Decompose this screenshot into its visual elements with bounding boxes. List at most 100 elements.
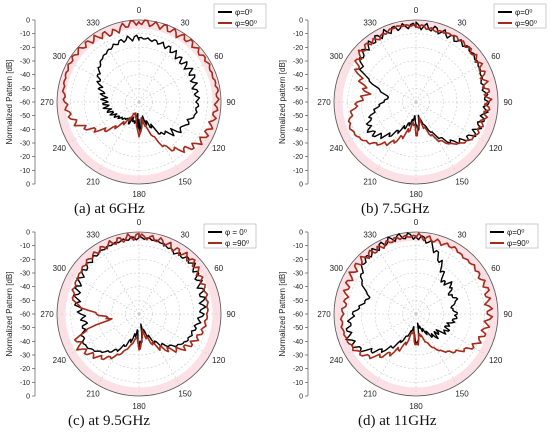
grid-spoke [415, 313, 488, 356]
legend-box [203, 223, 257, 249]
grid-spoke [415, 242, 458, 315]
radial-tick-label: -40 [293, 339, 303, 346]
angle-label: 240 [53, 356, 67, 365]
angle-label: 330 [363, 18, 377, 27]
grid-spoke [138, 101, 211, 144]
radial-tick-label: 0 [299, 230, 303, 237]
radial-tick-label: -40 [293, 127, 303, 134]
angle-label: 60 [491, 264, 500, 273]
radial-tick-label: -10 [20, 168, 30, 175]
angle-label: 240 [330, 356, 344, 365]
radial-tick-label: -50 [293, 86, 303, 93]
radial-tick-label: -20 [20, 45, 30, 52]
radial-tick-label: -50 [20, 298, 30, 305]
radial-tick-label: -40 [20, 339, 30, 346]
angle-label: 300 [53, 52, 67, 61]
grid-spoke [415, 101, 488, 144]
angle-label: 270 [40, 98, 54, 107]
grid-ring [84, 47, 194, 157]
grid-ring [388, 286, 444, 342]
grid-spoke [97, 242, 140, 315]
legend: φ=0⁰ φ=90⁰ [493, 3, 547, 29]
radial-tick-label: -40 [293, 284, 303, 291]
angle-label: 300 [53, 264, 67, 273]
radial-tick-label: -20 [293, 154, 303, 161]
grid-spoke [374, 30, 417, 103]
legend-label: φ=90⁰ [235, 19, 257, 28]
grid-ring [361, 47, 471, 157]
series-line-phi0 [345, 232, 459, 354]
series-line-phi0 [358, 21, 490, 145]
polar-chart-1: 0 30 60 90 120 150 180 210 240 270 300 330 0 -10 -20 -3… [278, 3, 547, 199]
radial-axis-title: Normalized Pattern [dB] [5, 272, 14, 357]
grid-ring [111, 286, 167, 342]
angle-label: 330 [363, 230, 377, 239]
radial-tick-label: -30 [20, 353, 30, 360]
caption-a: (a) at 6GHz [74, 201, 145, 217]
angle-label: 180 [132, 190, 146, 199]
angle-label: 330 [86, 230, 100, 239]
radial-tick-label: -40 [293, 72, 303, 79]
grid-spoke [374, 101, 417, 174]
radial-tick-label: -10 [293, 168, 303, 175]
legend-label: φ=0⁰ [515, 8, 533, 17]
grid-spoke [344, 313, 417, 356]
series-line-phi90 [347, 23, 493, 147]
grid-ring [84, 259, 194, 369]
angle-label: 30 [181, 230, 190, 239]
polar-chart-3: 0 30 60 90 120 150 180 210 240 270 300 330 0 -10 -20 -3… [278, 218, 539, 411]
radial-tick-label: -10 [293, 380, 303, 387]
radial-axis-title: Normalized Pattern [dB] [278, 272, 287, 357]
grid-spoke [67, 60, 140, 103]
radial-axis-title: Normalized pattern [dB] [278, 60, 287, 144]
angle-label: 240 [330, 144, 344, 153]
radial-tick-label: -50 [293, 325, 303, 332]
angle-label: 120 [212, 144, 226, 153]
grid-spoke [138, 313, 211, 356]
radial-tick-label: -10 [20, 31, 30, 38]
radial-tick-label: -60 [293, 312, 303, 319]
angle-label: 210 [363, 390, 377, 399]
radial-tick-label: -30 [20, 59, 30, 66]
series-line-phi0 [96, 34, 201, 137]
grid-spoke [344, 272, 417, 315]
radial-tick-label: 0 [299, 394, 303, 401]
radial-tick-label: 0 [26, 230, 30, 237]
angle-label: 90 [227, 310, 236, 319]
angle-label: 60 [491, 52, 500, 61]
radial-tick-label: -50 [20, 86, 30, 93]
legend-label: φ=0⁰ [507, 228, 525, 237]
grid-spoke [138, 30, 181, 103]
caption-b: (b) 7.5GHz [361, 201, 430, 217]
angle-label: 0 [414, 6, 419, 15]
polar-chart-0: 0 30 60 90 120 150 180 210 240 270 300 330 0 -10 -20 -3… [5, 3, 267, 199]
polar-chart-2: 0 30 60 90 120 150 180 210 240 270 300 330 0 -10 -20 -3… [5, 218, 257, 411]
radial-tick-label: -10 [293, 31, 303, 38]
radial-axis-title: Normalized Pattern [dB] [5, 60, 14, 145]
angle-label: 270 [317, 310, 331, 319]
legend: φ=0⁰ φ=90⁰ [485, 223, 539, 249]
grid-spoke [138, 242, 181, 315]
radial-tick-label: -30 [293, 141, 303, 148]
caption-c: (c) at 9.5GHz [68, 413, 151, 429]
radial-tick-label: -50 [293, 113, 303, 120]
radial-tick-label: 0 [26, 182, 30, 189]
legend-label: φ = 0⁰ [225, 228, 247, 237]
radial-tick-label: -20 [293, 366, 303, 373]
series-line-phi90 [71, 232, 209, 361]
angle-label: 0 [137, 218, 142, 227]
angle-label: 240 [53, 144, 67, 153]
grid-spoke [138, 60, 211, 103]
radial-tick-label: -10 [20, 243, 30, 250]
grid-spoke [138, 272, 211, 315]
angle-label: 180 [409, 190, 423, 199]
radial-tick-label: -30 [293, 59, 303, 66]
radial-tick-label: -50 [293, 298, 303, 305]
angle-label: 60 [214, 52, 223, 61]
radial-tick-label: -10 [20, 380, 30, 387]
angle-label: 30 [458, 230, 467, 239]
angle-label: 300 [330, 264, 344, 273]
angle-label: 180 [132, 402, 146, 411]
series-line-phi90 [61, 19, 220, 153]
radial-tick-label: 0 [299, 182, 303, 189]
